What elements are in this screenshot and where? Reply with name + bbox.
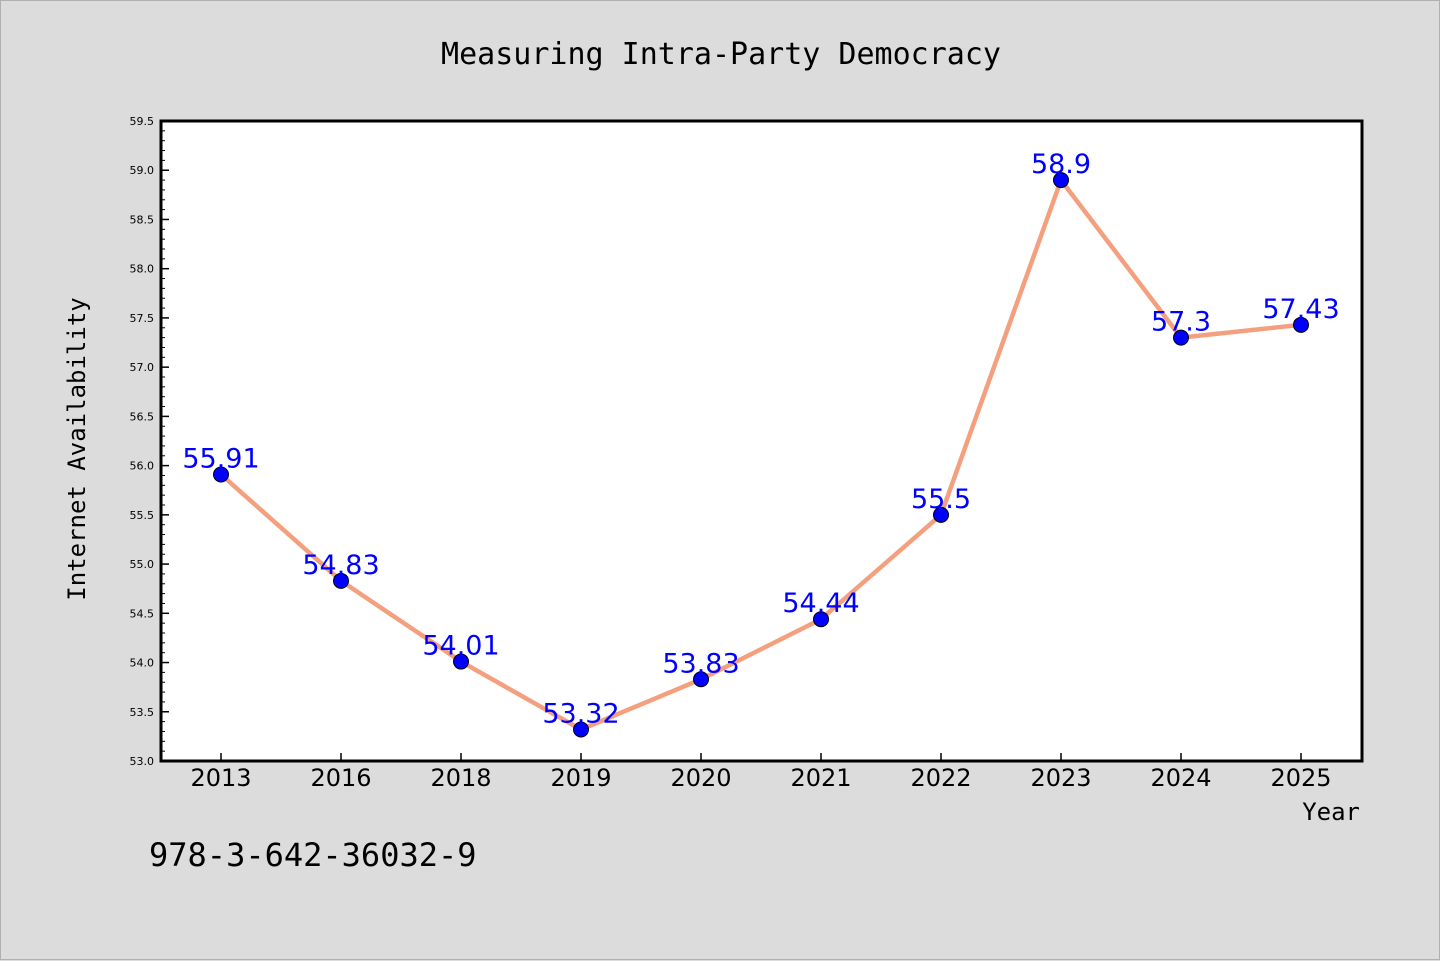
data-point	[693, 671, 709, 688]
data-point	[813, 611, 829, 628]
y-tick-label: 58.0	[130, 263, 155, 276]
plot-area	[159, 119, 1364, 763]
data-label: 58.9	[1031, 149, 1091, 180]
x-tick-label: 2024	[1150, 764, 1211, 792]
x-tick-label: 2020	[670, 764, 731, 792]
x-axis-label: Year	[1302, 798, 1360, 826]
x-axis: 2013 2016 2018 2019 2020 2021 2022 2023 2024 2025	[190, 753, 1332, 792]
y-tick-label: 59.5	[130, 115, 155, 128]
data-label: 55.5	[911, 484, 971, 515]
y-tick-label: 58.5	[130, 213, 155, 226]
data-label: 54.01	[422, 631, 499, 662]
data-point	[453, 653, 469, 670]
data-label: 54.44	[782, 588, 859, 619]
y-tick-label: 56.5	[130, 410, 155, 423]
series-line	[219, 177, 1302, 732]
data-point	[1053, 172, 1069, 189]
data-point	[573, 721, 589, 738]
y-tick-label: 53.0	[130, 755, 155, 768]
y-tick-label: 56.0	[130, 460, 155, 473]
x-tick-label: 2013	[190, 764, 251, 792]
series: 55.91 54.83 54.01 53.32 53.83 54.44 55.5 58.9 57…	[182, 149, 1340, 738]
x-tick-label: 2025	[1270, 764, 1331, 792]
x-tick-label: 2023	[1030, 764, 1091, 792]
data-label: 53.83	[662, 648, 739, 679]
y-axis: 53.0 53.5 54.0 54.5 55.0 55.5 56.0 56.5 57.0 57.5…	[130, 115, 169, 768]
x-tick-label: 2016	[310, 764, 371, 792]
data-point	[1173, 329, 1189, 346]
y-tick-label: 54.0	[130, 657, 155, 670]
isbn-text: 978-3-642-36032-9	[149, 836, 477, 874]
data-label: 53.32	[542, 698, 619, 729]
data-point	[333, 572, 349, 589]
chart-title: Measuring Intra-Party Democracy	[441, 37, 1001, 72]
data-label: 57.3	[1151, 307, 1211, 338]
y-tick-label: 57.5	[130, 312, 155, 325]
x-tick-label: 2021	[790, 764, 851, 792]
y-tick-label: 54.5	[130, 607, 155, 620]
data-point	[213, 466, 229, 483]
data-label: 55.91	[182, 443, 259, 474]
x-tick-label: 2022	[910, 764, 971, 792]
y-tick-label: 55.0	[130, 558, 155, 571]
data-label: 54.83	[302, 550, 379, 581]
y-tick-label: 55.5	[130, 509, 155, 522]
y-tick-label: 53.5	[130, 706, 155, 719]
y-tick-label: 57.0	[130, 361, 155, 374]
data-point	[1293, 316, 1309, 333]
x-tick-label: 2018	[430, 764, 491, 792]
y-axis-label: Internet Availability	[63, 297, 91, 600]
data-point	[933, 506, 949, 523]
x-tick-label: 2019	[550, 764, 611, 792]
data-label: 57.43	[1262, 294, 1339, 325]
y-tick-label: 59.0	[130, 164, 155, 177]
